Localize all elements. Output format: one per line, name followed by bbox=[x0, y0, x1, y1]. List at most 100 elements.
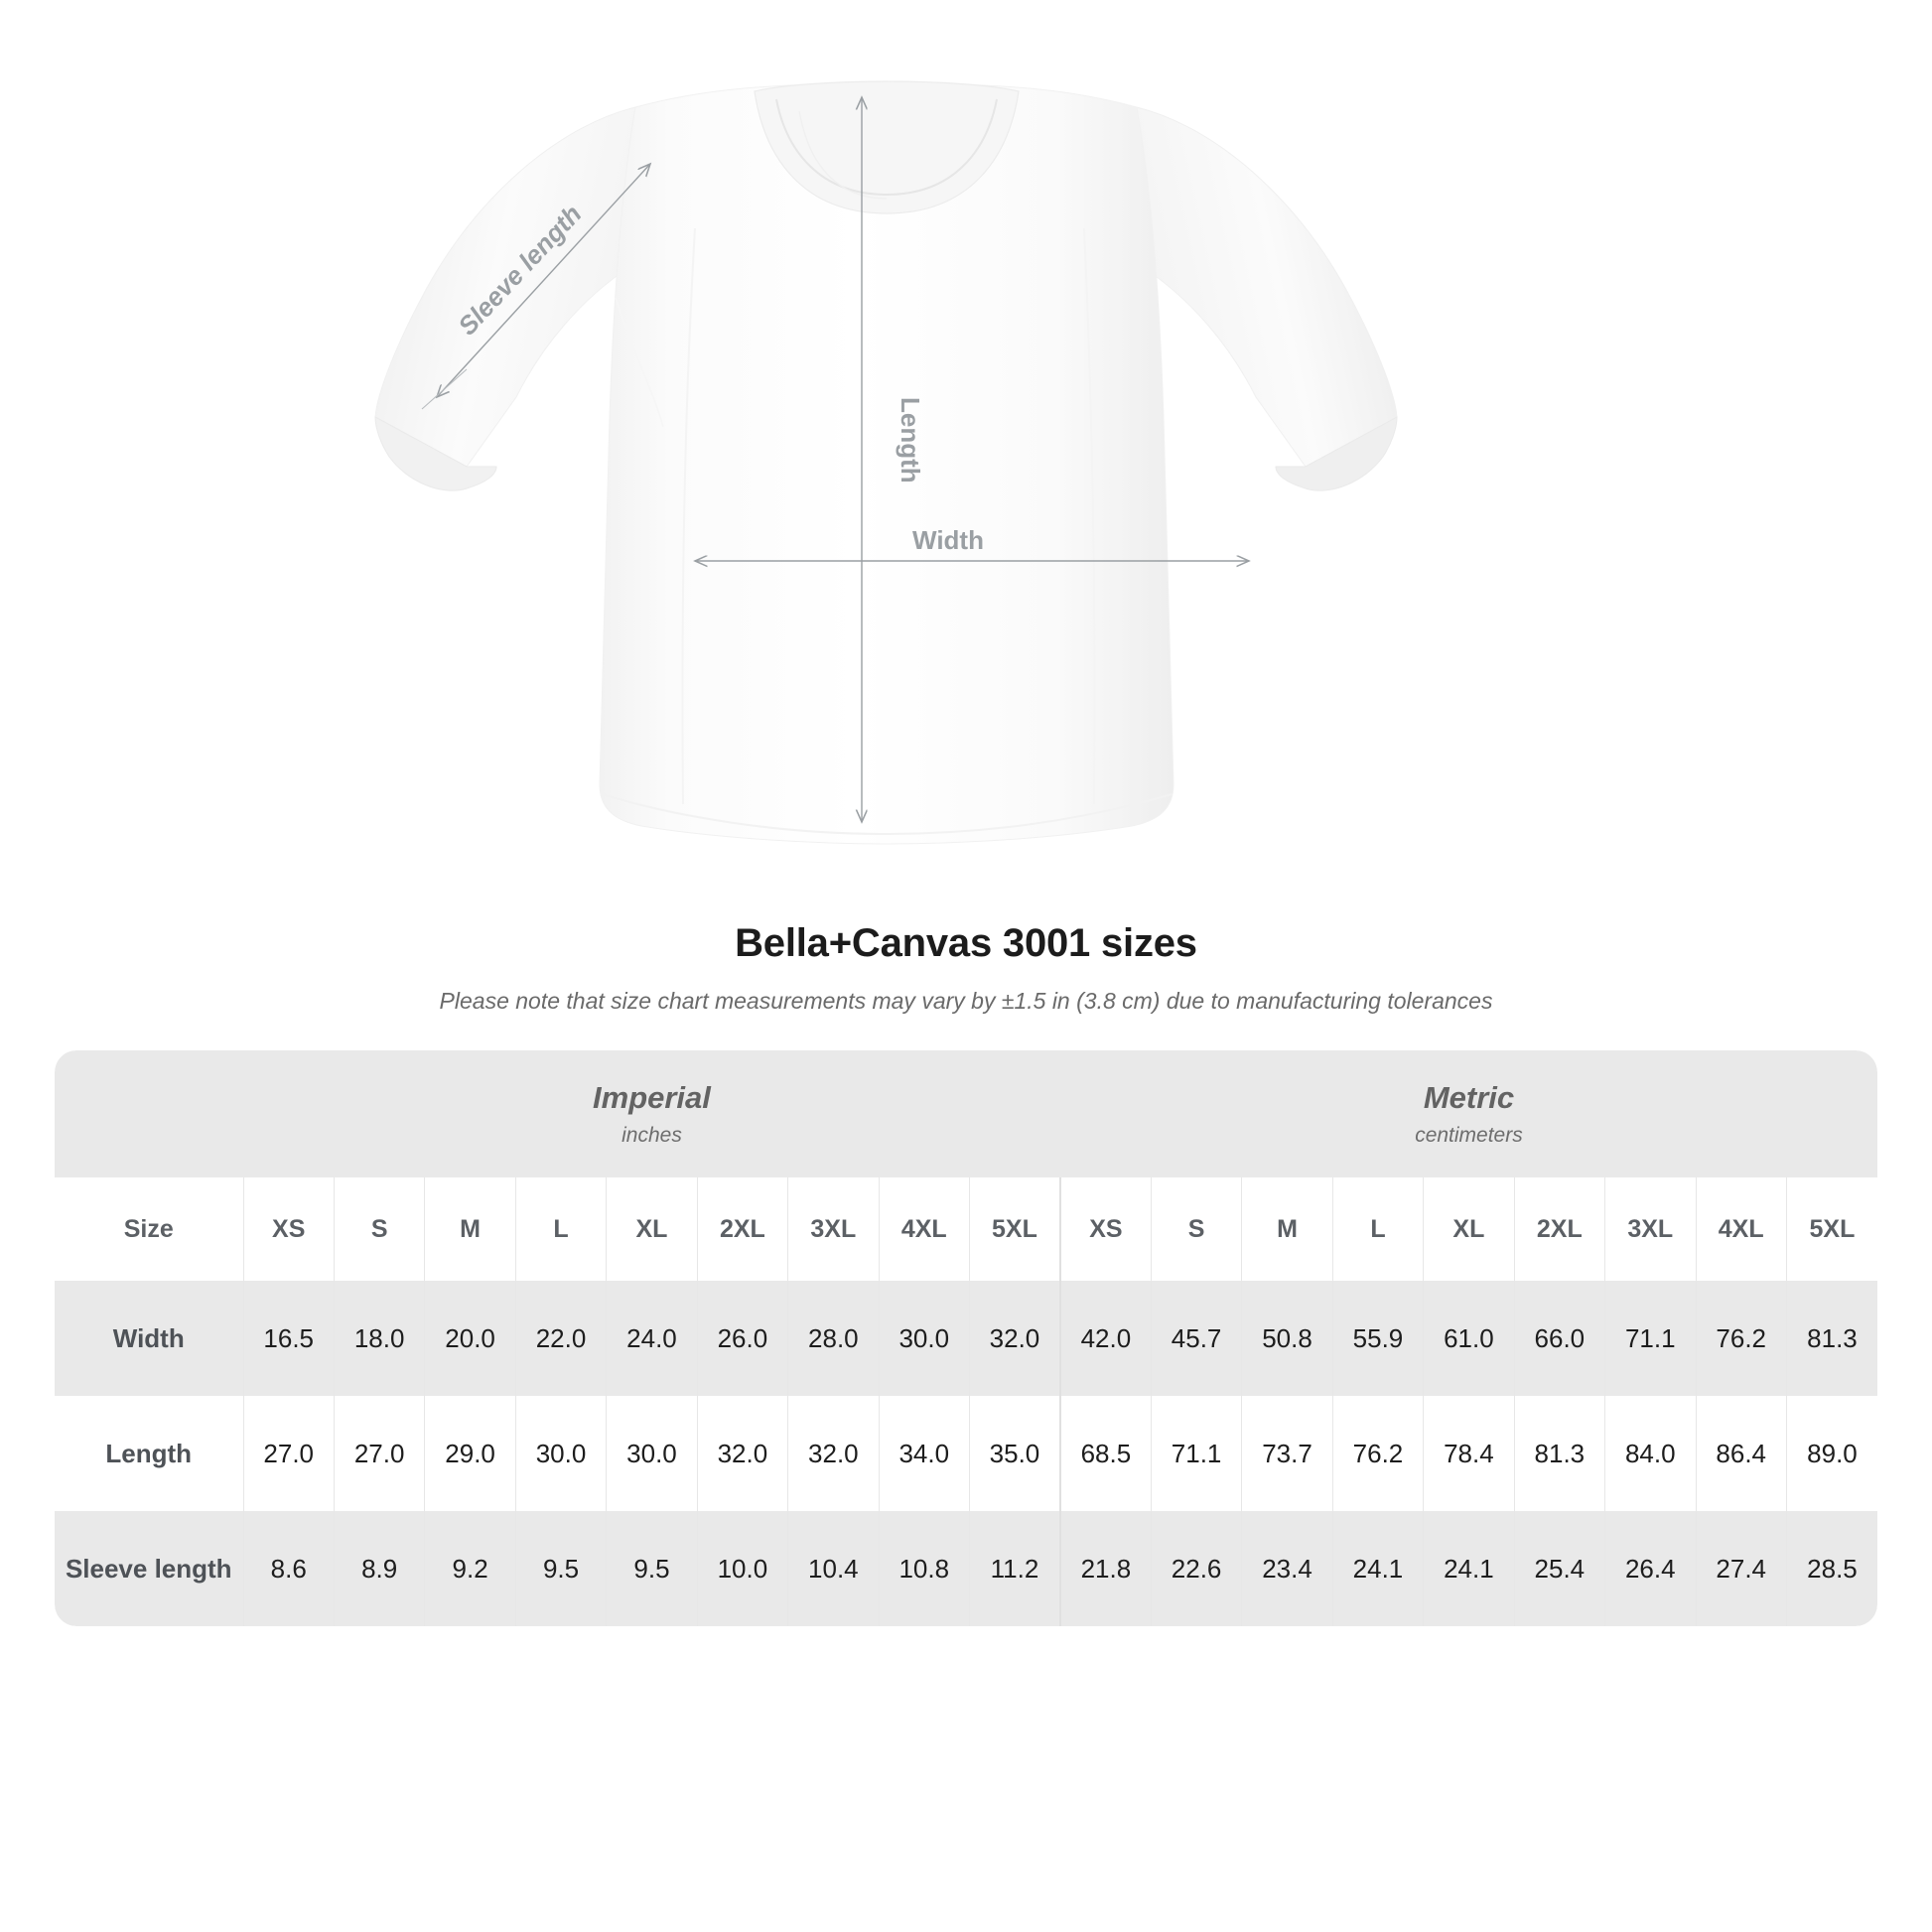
unit-header-imperial: Imperial inches bbox=[243, 1050, 1060, 1177]
cell-metric-m: 73.7 bbox=[1241, 1396, 1333, 1511]
tshirt-illustration: Sleeve length Length Width bbox=[374, 80, 1398, 845]
cell-metric-xs: 68.5 bbox=[1058, 1396, 1152, 1511]
cell-metric-xl: 24.1 bbox=[1423, 1511, 1515, 1626]
size-header-metric-3xl: 3XL bbox=[1604, 1177, 1696, 1281]
size-header-metric-l: L bbox=[1331, 1177, 1424, 1281]
cell-metric-5xl: 89.0 bbox=[1785, 1396, 1877, 1511]
size-header-imperial-4xl: 4XL bbox=[878, 1177, 970, 1281]
cell-metric-l: 24.1 bbox=[1331, 1511, 1424, 1626]
cell-imperial-m: 9.2 bbox=[424, 1511, 516, 1626]
unit-header-spacer bbox=[55, 1050, 243, 1177]
chart-heading-block: Bella+Canvas 3001 sizes Please note that… bbox=[0, 921, 1932, 1015]
tolerance-note: Please note that size chart measurements… bbox=[439, 988, 1493, 1014]
cell-metric-s: 22.6 bbox=[1150, 1511, 1242, 1626]
sleeve-length-guide-line bbox=[437, 164, 650, 397]
cell-imperial-xs: 16.5 bbox=[242, 1281, 335, 1396]
page-title: Bella+Canvas 3001 sizes bbox=[735, 921, 1197, 965]
cell-imperial-4xl: 10.8 bbox=[878, 1511, 970, 1626]
size-header-imperial-3xl: 3XL bbox=[787, 1177, 880, 1281]
cell-imperial-2xl: 10.0 bbox=[696, 1511, 788, 1626]
table-row: Sleeve length 8.6 8.9 9.2 9.5 9.5 10.0 10.4 10.8… bbox=[55, 1511, 1877, 1626]
cell-metric-5xl: 81.3 bbox=[1785, 1281, 1877, 1396]
size-header-imperial-m: M bbox=[424, 1177, 516, 1281]
width-label: Width bbox=[912, 525, 984, 555]
cell-imperial-5xl: 11.2 bbox=[968, 1511, 1060, 1626]
size-header-imperial-xl: XL bbox=[606, 1177, 698, 1281]
cell-imperial-s: 27.0 bbox=[333, 1396, 425, 1511]
shirt-body-shape bbox=[374, 80, 1398, 845]
unit-header-metric: Metric centimeters bbox=[1059, 1050, 1877, 1177]
cell-imperial-3xl: 32.0 bbox=[787, 1396, 880, 1511]
cell-metric-2xl: 66.0 bbox=[1513, 1281, 1605, 1396]
cell-metric-3xl: 71.1 bbox=[1604, 1281, 1696, 1396]
cell-metric-4xl: 27.4 bbox=[1695, 1511, 1787, 1626]
cell-metric-4xl: 76.2 bbox=[1695, 1281, 1787, 1396]
cell-imperial-xl: 30.0 bbox=[606, 1396, 698, 1511]
cell-imperial-xl: 24.0 bbox=[606, 1281, 698, 1396]
size-header-metric-4xl: 4XL bbox=[1695, 1177, 1787, 1281]
cell-imperial-5xl: 32.0 bbox=[968, 1281, 1060, 1396]
cell-metric-s: 45.7 bbox=[1150, 1281, 1242, 1396]
cell-imperial-4xl: 30.0 bbox=[878, 1281, 970, 1396]
cell-metric-m: 50.8 bbox=[1241, 1281, 1333, 1396]
size-header-metric-xl: XL bbox=[1423, 1177, 1515, 1281]
size-header-metric-2xl: 2XL bbox=[1513, 1177, 1605, 1281]
cell-imperial-4xl: 34.0 bbox=[878, 1396, 970, 1511]
cell-metric-xl: 78.4 bbox=[1423, 1396, 1515, 1511]
size-header-imperial-s: S bbox=[333, 1177, 425, 1281]
cell-metric-3xl: 26.4 bbox=[1604, 1511, 1696, 1626]
size-header-imperial-5xl: 5XL bbox=[968, 1177, 1060, 1281]
cell-metric-xs: 21.8 bbox=[1058, 1511, 1152, 1626]
size-header-imperial-l: L bbox=[514, 1177, 607, 1281]
unit-name: Metric bbox=[1423, 1080, 1515, 1116]
unit-name: Imperial bbox=[593, 1080, 711, 1116]
cell-metric-2xl: 81.3 bbox=[1513, 1396, 1605, 1511]
cell-metric-2xl: 25.4 bbox=[1513, 1511, 1605, 1626]
size-column-header: Size bbox=[55, 1177, 243, 1281]
size-header-imperial-xs: XS bbox=[242, 1177, 335, 1281]
sleeve-guide-tick bbox=[421, 368, 468, 410]
cell-imperial-2xl: 32.0 bbox=[696, 1396, 788, 1511]
table-row: Width 16.5 18.0 20.0 22.0 24.0 26.0 28.0 30.0 32.… bbox=[55, 1281, 1877, 1396]
cell-imperial-m: 29.0 bbox=[424, 1396, 516, 1511]
size-header-metric-5xl: 5XL bbox=[1785, 1177, 1877, 1281]
row-label-length: Length bbox=[55, 1396, 243, 1511]
size-header-metric-s: S bbox=[1150, 1177, 1242, 1281]
cell-imperial-l: 9.5 bbox=[514, 1511, 607, 1626]
cell-imperial-l: 22.0 bbox=[514, 1281, 607, 1396]
row-label-sleeve-length: Sleeve length bbox=[55, 1511, 243, 1626]
cell-imperial-3xl: 28.0 bbox=[787, 1281, 880, 1396]
length-label: Length bbox=[896, 397, 925, 483]
cell-metric-m: 23.4 bbox=[1241, 1511, 1333, 1626]
table-row: Length 27.0 27.0 29.0 30.0 30.0 32.0 32.0 34.0 35… bbox=[55, 1396, 1877, 1511]
size-header-metric-xs: XS bbox=[1058, 1177, 1152, 1281]
cell-imperial-s: 8.9 bbox=[333, 1511, 425, 1626]
cell-metric-xs: 42.0 bbox=[1058, 1281, 1152, 1396]
cell-metric-l: 55.9 bbox=[1331, 1281, 1424, 1396]
cell-imperial-5xl: 35.0 bbox=[968, 1396, 1060, 1511]
cell-metric-s: 71.1 bbox=[1150, 1396, 1242, 1511]
cell-imperial-s: 18.0 bbox=[333, 1281, 425, 1396]
cell-imperial-2xl: 26.0 bbox=[696, 1281, 788, 1396]
unit-subtitle: centimeters bbox=[1415, 1123, 1523, 1147]
size-chart-table: Imperial inches Metric centimeters Size XS S M L… bbox=[55, 1050, 1877, 1626]
cell-imperial-3xl: 10.4 bbox=[787, 1511, 880, 1626]
measurement-guides bbox=[421, 97, 1249, 822]
size-header-imperial-2xl: 2XL bbox=[696, 1177, 788, 1281]
size-header-row: Size XS S M L XL 2XL 3XL 4XL 5XL XS S M L XL 2XL 3XL 4XL 5… bbox=[55, 1177, 1877, 1281]
tshirt-measurement-diagram: Sleeve length Length Width bbox=[0, 0, 1932, 894]
cell-metric-l: 76.2 bbox=[1331, 1396, 1424, 1511]
size-table-container: Imperial inches Metric centimeters Size XS S M L… bbox=[55, 1050, 1877, 1626]
cell-imperial-xl: 9.5 bbox=[606, 1511, 698, 1626]
cell-imperial-m: 20.0 bbox=[424, 1281, 516, 1396]
cell-metric-3xl: 84.0 bbox=[1604, 1396, 1696, 1511]
cell-imperial-l: 30.0 bbox=[514, 1396, 607, 1511]
unit-header-row: Imperial inches Metric centimeters bbox=[55, 1050, 1877, 1177]
size-header-metric-m: M bbox=[1241, 1177, 1333, 1281]
unit-subtitle: inches bbox=[621, 1123, 682, 1147]
row-label-width: Width bbox=[55, 1281, 243, 1396]
cell-imperial-xs: 27.0 bbox=[242, 1396, 335, 1511]
cell-metric-4xl: 86.4 bbox=[1695, 1396, 1787, 1511]
cell-metric-xl: 61.0 bbox=[1423, 1281, 1515, 1396]
cell-imperial-xs: 8.6 bbox=[242, 1511, 335, 1626]
